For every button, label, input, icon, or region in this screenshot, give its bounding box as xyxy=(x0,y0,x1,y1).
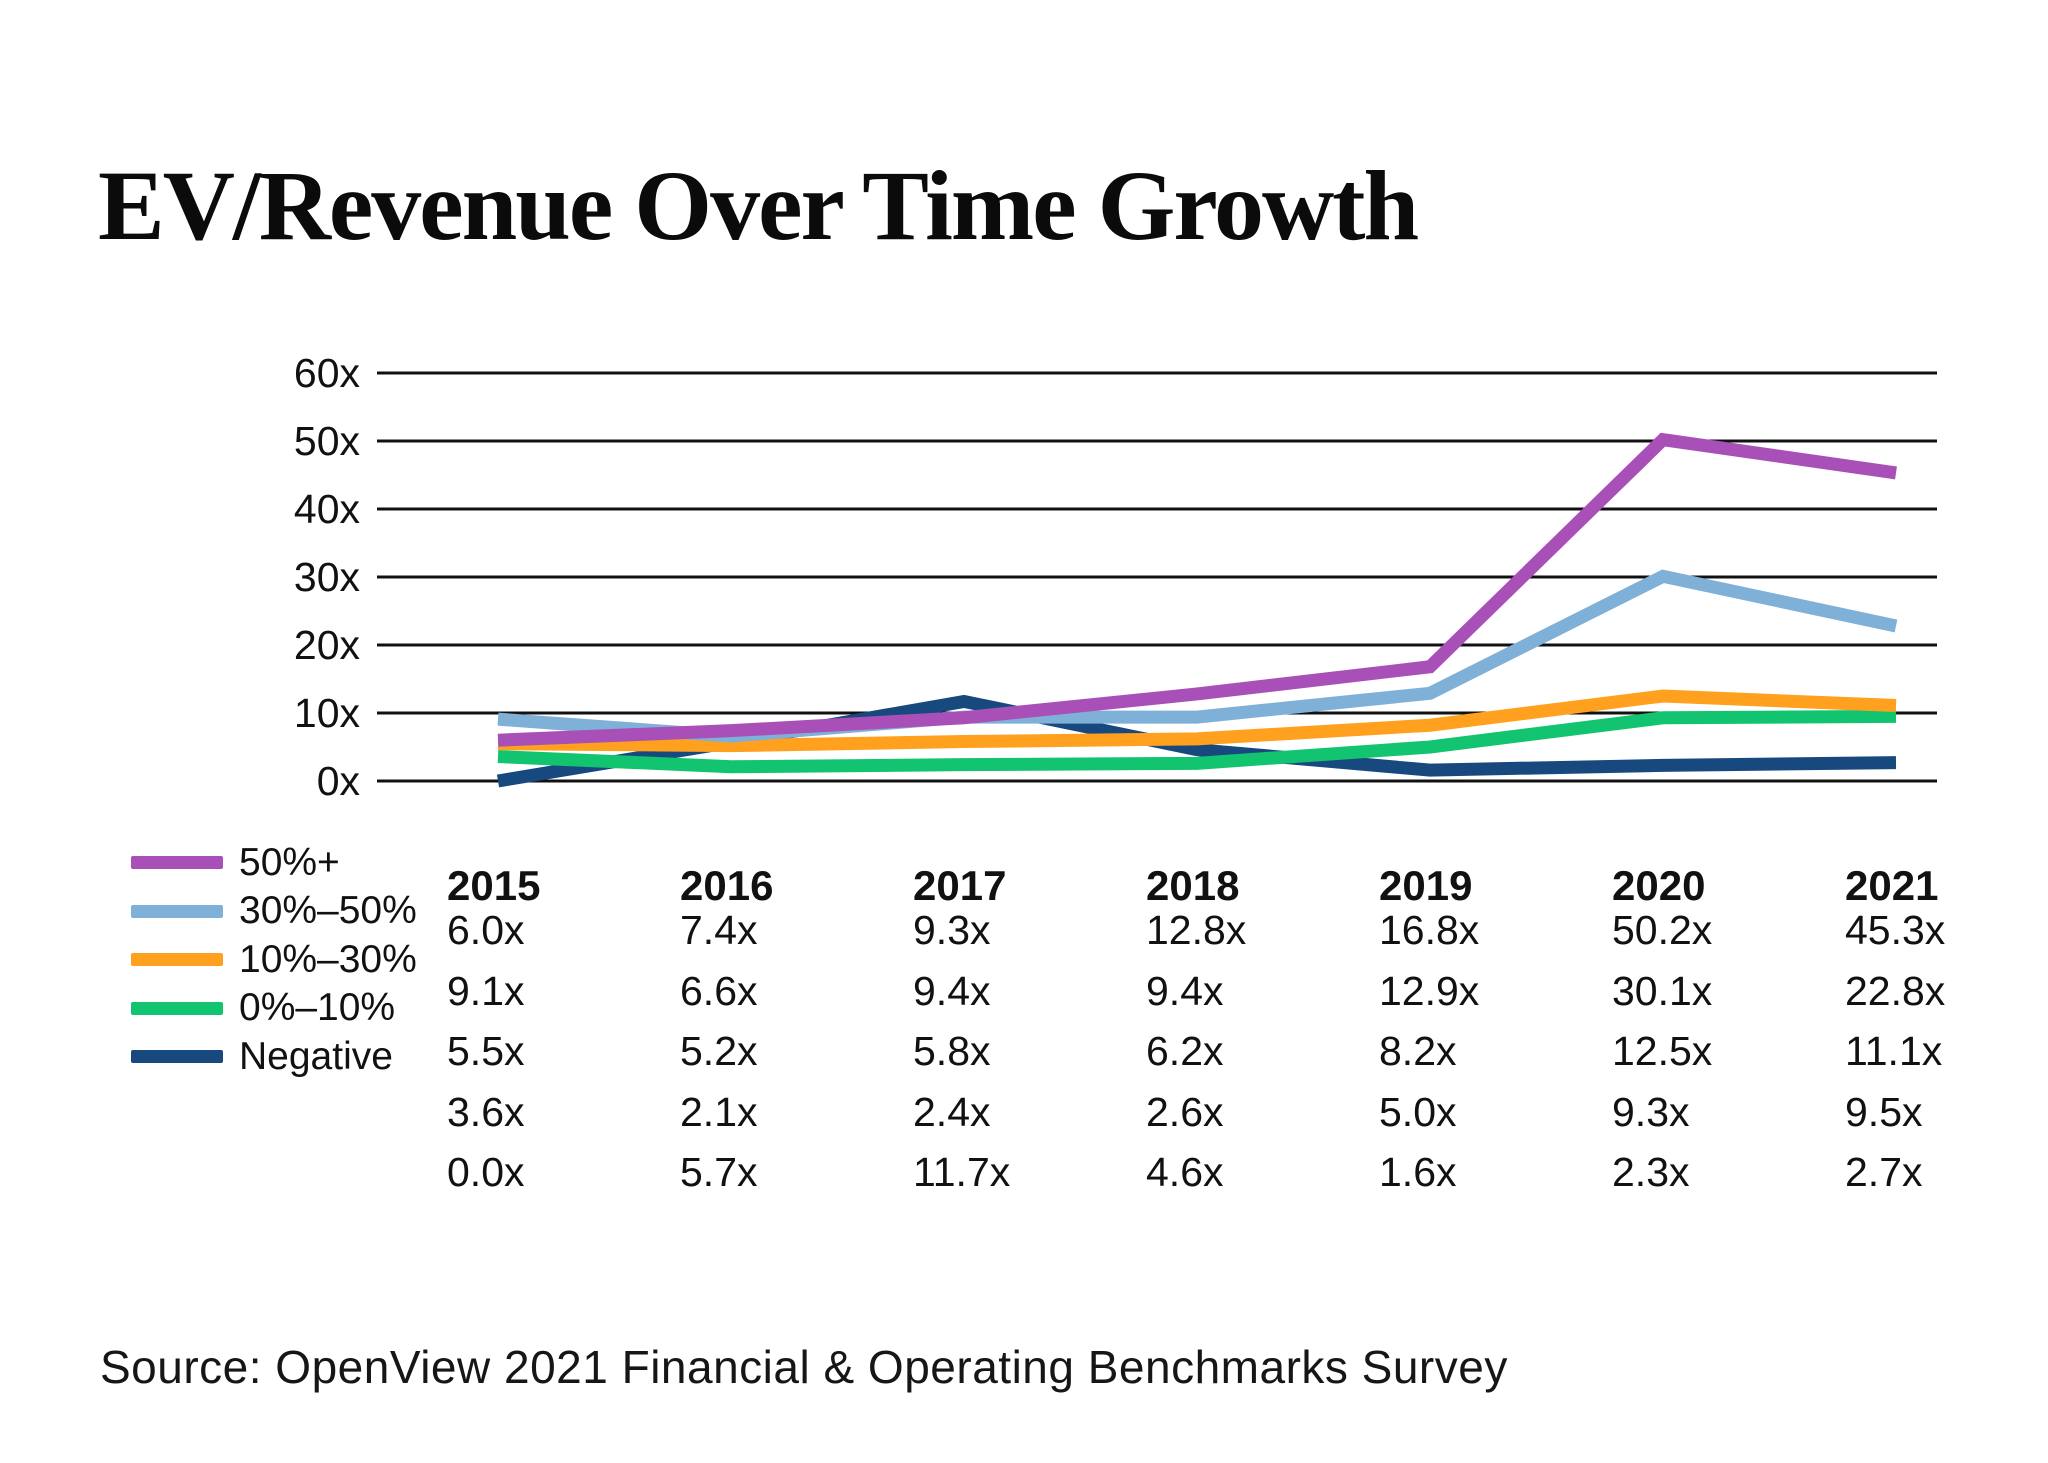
table-cell: 2.7x xyxy=(1845,1149,1923,1195)
table-cell: 11.7x xyxy=(913,1149,1011,1195)
table-header-cell: 2021 xyxy=(1845,862,1939,909)
table-cell: 2.6x xyxy=(1146,1088,1224,1135)
legend-swatch xyxy=(131,1001,223,1015)
legend-swatch xyxy=(131,856,223,869)
table-cell: 12.8x xyxy=(1146,907,1247,953)
table-cell: 5.7x xyxy=(680,1149,758,1195)
y-axis-tick-label: 20x xyxy=(293,622,360,668)
legend-item: 50%+ xyxy=(131,838,340,887)
legend-item: 30%–50% xyxy=(131,887,417,936)
table-header-cell: 2016 xyxy=(680,862,774,909)
table-cell: 5.8x xyxy=(913,1028,991,1074)
table-cell: 9.1x xyxy=(447,967,525,1014)
legend-label: 0%–10% xyxy=(239,986,396,1030)
legend-swatch xyxy=(131,904,223,918)
table-cell: 6.0x xyxy=(447,907,525,953)
y-axis-tick-label: 0x xyxy=(316,758,360,804)
table-cell: 45.3x xyxy=(1845,907,1946,953)
legend-item: Negative xyxy=(131,1032,393,1081)
series-line-50- xyxy=(497,432,1897,747)
table-cell: 1.6x xyxy=(1379,1149,1457,1195)
table-cell: 9.5x xyxy=(1845,1088,1923,1135)
table-cell: 7.4x xyxy=(680,907,758,953)
table-cell: 30.1x xyxy=(1612,967,1713,1014)
table-cell: 12.9x xyxy=(1379,967,1480,1014)
table-cell: 9.4x xyxy=(913,967,991,1014)
source-text: Source: OpenView 2021 Financial & Operat… xyxy=(100,1341,1508,1393)
table-cell: 2.3x xyxy=(1612,1149,1690,1195)
series-line-0-10- xyxy=(497,709,1897,774)
table-header-cell: 2015 xyxy=(447,862,541,909)
y-axis-tick-label: 40x xyxy=(293,486,360,532)
legend-swatch xyxy=(131,953,223,967)
y-axis-tick-label: 30x xyxy=(293,554,360,600)
legend-item: 10%–30% xyxy=(131,935,417,984)
table-cell: 8.2x xyxy=(1379,1028,1457,1074)
y-axis-tick-label: 10x xyxy=(293,690,360,736)
table-header-cell: 2018 xyxy=(1146,862,1240,909)
table-header-cell: 2017 xyxy=(913,862,1007,909)
table-cell: 9.4x xyxy=(1146,967,1224,1014)
series-line-10-30- xyxy=(497,689,1897,753)
page-title: EV/Revenue Over Time Growth xyxy=(98,150,1419,261)
y-axis-tick-label: 50x xyxy=(293,418,360,464)
legend-swatch xyxy=(131,1050,223,1064)
table-cell: 2.4x xyxy=(913,1088,991,1135)
table-cell: 4.6x xyxy=(1146,1149,1224,1195)
table-cell: 22.8x xyxy=(1845,967,1946,1014)
table-cell: 5.2x xyxy=(680,1028,758,1074)
table-cell: 6.6x xyxy=(680,967,758,1014)
table-cell: 9.3x xyxy=(1612,1088,1690,1135)
table-cell: 50.2x xyxy=(1612,907,1713,953)
legend-label: Negative xyxy=(239,1034,393,1078)
table-cell: 16.8x xyxy=(1379,907,1480,953)
legend-label: 50%+ xyxy=(239,840,340,884)
table-cell: 9.3x xyxy=(913,907,991,953)
chart-series-lines xyxy=(496,432,1898,788)
table-cell: 0.0x xyxy=(447,1149,525,1195)
table-header-cell: 2019 xyxy=(1379,862,1473,909)
legend-item: 0%–10% xyxy=(131,984,395,1033)
table-cell: 2.1x xyxy=(680,1088,758,1135)
table-header-cell: 2020 xyxy=(1612,862,1706,909)
table-cell: 6.2x xyxy=(1146,1028,1224,1074)
table-cell: 11.1x xyxy=(1845,1028,1943,1074)
table-cell: 3.6x xyxy=(447,1088,525,1135)
legend-label: 10%–30% xyxy=(239,937,417,981)
y-axis-tick-label: 60x xyxy=(293,350,360,396)
table-cell: 5.0x xyxy=(1379,1088,1457,1135)
table-cell: 5.5x xyxy=(447,1028,525,1074)
table-cell: 12.5x xyxy=(1612,1028,1713,1074)
legend-label: 30%–50% xyxy=(239,889,417,933)
